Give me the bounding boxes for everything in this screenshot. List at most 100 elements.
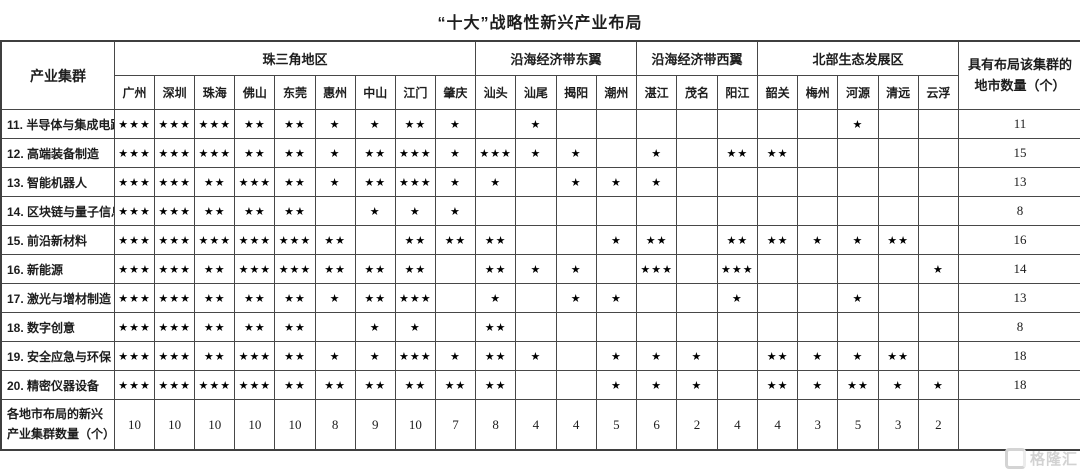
star-cell (635, 109, 678, 139)
row-label: 16. 新能源 (0, 254, 115, 284)
star-cell: ★★ (394, 109, 436, 139)
city-header: 茂名 (676, 75, 718, 110)
city-header: 深圳 (154, 75, 196, 110)
row-label: 20. 精密仪器设备 (0, 370, 115, 400)
star-cell: ★ (555, 283, 597, 313)
star-cell: ★★ (716, 225, 759, 255)
star-cell: ★★ (194, 283, 236, 313)
star-cell: ★★★ (154, 225, 196, 255)
star-cell (676, 167, 718, 197)
star-cell (635, 312, 678, 342)
city-header: 东莞 (274, 75, 316, 110)
star-cell (877, 254, 919, 284)
star-cell: ★★ (234, 138, 276, 168)
star-cell (555, 225, 597, 255)
star-cell: ★★ (394, 370, 436, 400)
star-cell: ★★★ (154, 254, 196, 284)
star-cell (314, 312, 356, 342)
star-cell (797, 138, 839, 168)
star-cell: ★★★ (234, 370, 276, 400)
star-cell (756, 283, 799, 313)
city-header: 湛江 (635, 75, 678, 110)
star-cell (515, 167, 557, 197)
star-cell: ★★★ (394, 341, 436, 371)
star-cell (877, 196, 919, 226)
watermark-text: 格隆汇 (1029, 451, 1078, 468)
star-cell (676, 312, 718, 342)
star-cell (676, 138, 718, 168)
row-label: 17. 激光与增材制造 (0, 283, 115, 313)
row-count-cell: 15 (958, 138, 1080, 168)
star-cell (797, 167, 839, 197)
count-header: 具有布局该集群的地市数量（个） (958, 40, 1080, 110)
row-count-cell: 8 (958, 312, 1080, 342)
star-cell (635, 283, 678, 313)
star-cell: ★ (595, 225, 638, 255)
table-row: 15. 前沿新材料 ★★★ ★★★ ★★★ ★★★ ★★★ ★★ ★★ ★★ ★★ ★ ★★ ★★ ★★ ★… (0, 225, 1080, 255)
star-cell: ★ (635, 341, 678, 371)
star-cell (877, 283, 919, 313)
city-header: 汕尾 (515, 75, 557, 110)
star-cell: ★★★ (635, 254, 678, 284)
star-cell: ★★★ (113, 167, 156, 197)
star-cell (917, 283, 960, 313)
star-cell (917, 109, 960, 139)
footer-label: 各地市布局的新兴产业集群数量（个） (0, 399, 115, 451)
industry-layout-table: 产业集群 珠三角地区 沿海经济带东翼 沿海经济带西翼 北部生态发展区 具有布局该集群的地… (0, 40, 1080, 451)
star-cell: ★★ (756, 370, 799, 400)
star-cell: ★ (797, 370, 839, 400)
star-cell: ★ (595, 283, 638, 313)
footer-value-cell: 10 (113, 399, 156, 451)
star-cell: ★★★ (274, 225, 316, 255)
star-cell: ★ (434, 341, 477, 371)
row-label: 12. 高端装备制造 (0, 138, 115, 168)
row-count-cell: 18 (958, 370, 1080, 400)
star-cell: ★★ (394, 225, 436, 255)
star-cell (756, 254, 799, 284)
star-cell (595, 254, 638, 284)
star-cell (917, 225, 960, 255)
star-cell: ★★ (635, 225, 678, 255)
star-cell: ★ (314, 283, 356, 313)
star-cell: ★ (555, 254, 597, 284)
table-row: 16. 新能源 ★★★ ★★★ ★★ ★★★ ★★★ ★★ ★★ ★★ ★★ ★ ★ ★★★ ★★★ ★ 14 (0, 254, 1080, 284)
star-cell: ★ (555, 138, 597, 168)
star-cell: ★★ (474, 254, 517, 284)
star-cell (314, 196, 356, 226)
city-header: 梅州 (797, 75, 839, 110)
star-cell: ★★ (716, 138, 759, 168)
table-row: 14. 区块链与量子信息 ★★★ ★★★ ★★ ★★ ★★ ★ ★ ★ 8 (0, 196, 1080, 226)
table-row: 11. 半导体与集成电路 ★★★ ★★★ ★★★ ★★ ★★ ★ ★ ★★ ★ ★ ★ 11 (0, 109, 1080, 139)
star-cell: ★★★ (474, 138, 517, 168)
footer-value-cell: 2 (676, 399, 718, 451)
star-cell (515, 283, 557, 313)
star-cell: ★★★ (113, 341, 156, 371)
star-cell: ★ (314, 167, 356, 197)
star-cell: ★ (354, 312, 396, 342)
star-cell: ★★ (314, 254, 356, 284)
star-cell: ★ (635, 167, 678, 197)
star-cell: ★★ (234, 312, 276, 342)
star-cell: ★ (797, 225, 839, 255)
star-cell (917, 341, 960, 371)
footer-value-cell: 6 (635, 399, 678, 451)
star-cell: ★★★ (194, 225, 236, 255)
star-cell (474, 109, 517, 139)
row-count-cell: 14 (958, 254, 1080, 284)
star-cell: ★★ (194, 254, 236, 284)
star-cell (797, 196, 839, 226)
row-label: 18. 数字创意 (0, 312, 115, 342)
table-row: 18. 数字创意 ★★★ ★★★ ★★ ★★ ★★ ★ ★ ★★ 8 (0, 312, 1080, 342)
row-label: 14. 区块链与量子信息 (0, 196, 115, 226)
star-cell (354, 225, 396, 255)
star-cell: ★ (394, 312, 436, 342)
star-cell (434, 312, 477, 342)
star-cell: ★★ (194, 196, 236, 226)
star-cell: ★★★ (234, 167, 276, 197)
star-cell: ★ (797, 341, 839, 371)
star-cell: ★★★ (113, 312, 156, 342)
city-header: 广州 (113, 75, 156, 110)
star-cell: ★★ (877, 225, 919, 255)
star-cell: ★★ (234, 196, 276, 226)
star-cell (474, 196, 517, 226)
